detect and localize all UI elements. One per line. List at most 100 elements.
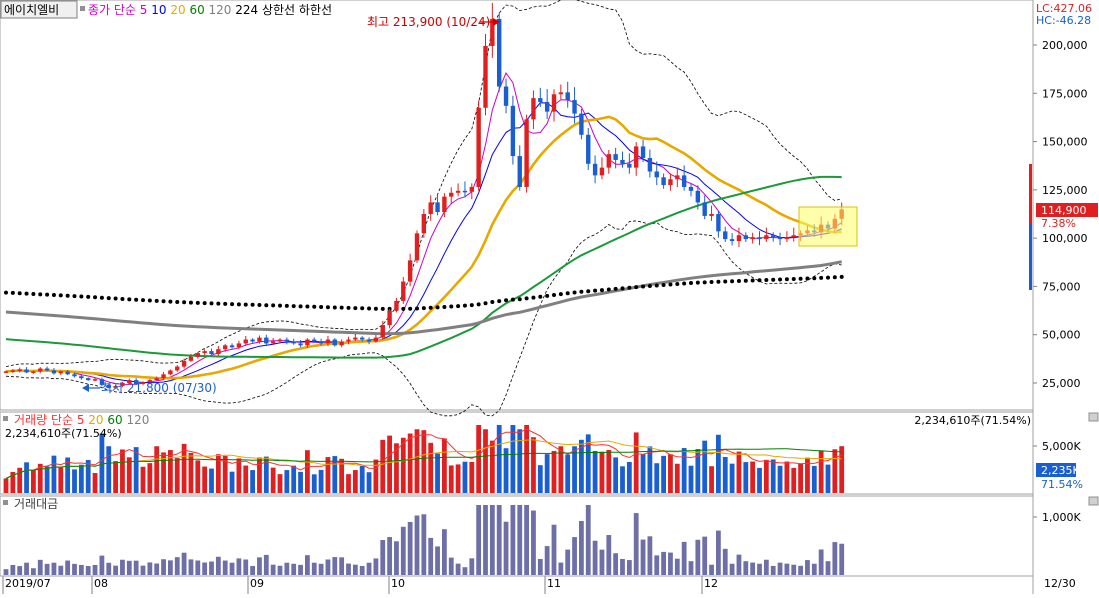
ma224-dot bbox=[435, 305, 440, 310]
ma224-dot bbox=[524, 296, 529, 301]
volume-bar bbox=[633, 432, 639, 493]
candle-body bbox=[764, 235, 769, 240]
amount-bar bbox=[72, 563, 77, 575]
legend-period-10: 10 bbox=[151, 3, 170, 17]
amount-bar bbox=[818, 549, 824, 575]
ma224-dot bbox=[510, 297, 515, 302]
candle-body bbox=[10, 370, 16, 372]
ma224-dot bbox=[545, 293, 550, 298]
volume-bar bbox=[647, 446, 653, 493]
candle-body bbox=[524, 119, 529, 187]
ma224-dot bbox=[586, 289, 591, 294]
volume-bar bbox=[832, 449, 838, 493]
amount-bar bbox=[236, 558, 242, 575]
amount-bar bbox=[763, 559, 769, 575]
volume-bar bbox=[743, 462, 749, 493]
ma224-dot bbox=[38, 292, 43, 297]
volume-bar bbox=[442, 438, 447, 493]
volume-bar bbox=[599, 451, 605, 493]
volume-legend-sub: 단순 bbox=[51, 413, 77, 427]
end-date-label: 12/30 bbox=[1044, 577, 1076, 590]
amount-bar bbox=[572, 537, 577, 575]
ma224-dot bbox=[346, 305, 351, 310]
ma224-dot bbox=[360, 306, 365, 311]
ma224-dot bbox=[86, 294, 91, 299]
volume-bar bbox=[757, 467, 762, 493]
legend-period-60: 60 bbox=[189, 3, 208, 17]
amount-bar bbox=[743, 561, 749, 575]
candle-body bbox=[791, 235, 796, 238]
candle-body bbox=[503, 86, 509, 106]
ma224-dot bbox=[661, 283, 666, 288]
candle-body bbox=[634, 146, 639, 168]
volume-bar bbox=[421, 430, 427, 493]
volume-bar bbox=[592, 450, 598, 493]
amount-bar bbox=[113, 565, 118, 575]
amount-bar bbox=[284, 562, 290, 575]
stock-name[interactable]: 에이치엘비 bbox=[4, 3, 59, 17]
ma224-dot bbox=[51, 293, 56, 298]
ma224-dot bbox=[764, 278, 769, 283]
date-tick: 11 bbox=[547, 577, 561, 590]
price-tick: 25,000 bbox=[1042, 377, 1081, 390]
ma224-dot bbox=[216, 301, 221, 306]
candle-body bbox=[702, 202, 707, 216]
volume-legend: 거래량 단순 5 20 60 120 bbox=[14, 413, 149, 427]
volume-bar bbox=[503, 448, 509, 493]
candle-body bbox=[599, 167, 605, 176]
price-tick: 150,000 bbox=[1042, 136, 1088, 149]
volume-bar bbox=[784, 461, 790, 493]
candle-body bbox=[455, 190, 461, 193]
ma224-dot bbox=[332, 305, 337, 310]
volume-bar bbox=[65, 457, 71, 493]
candle-body bbox=[99, 379, 105, 385]
candle-body bbox=[305, 339, 310, 346]
candle-body bbox=[277, 339, 283, 342]
volume-bar bbox=[448, 465, 454, 493]
date-tick: 08 bbox=[94, 577, 108, 590]
ma224-dot bbox=[449, 304, 454, 309]
amount-bar bbox=[428, 537, 434, 575]
ma224-dot bbox=[223, 301, 228, 306]
amount-bar bbox=[85, 566, 91, 575]
volume-bar bbox=[147, 463, 153, 493]
ma224-dot bbox=[257, 302, 262, 307]
ma224-dot bbox=[552, 293, 556, 298]
ma224-dot bbox=[421, 306, 426, 311]
ma224-dot bbox=[812, 276, 817, 281]
price-axis: 200,000 175,000 150,000 125,000 100,000 75,00… bbox=[1033, 39, 1088, 390]
amount-legend: 거래대금 bbox=[14, 497, 58, 511]
candle-body bbox=[113, 385, 118, 388]
amount-bar bbox=[716, 530, 721, 575]
ma224-dot bbox=[627, 285, 632, 290]
ma224-dot bbox=[736, 278, 741, 283]
ma224-dot bbox=[305, 304, 310, 309]
volume-bars bbox=[3, 425, 845, 493]
ma224-dot bbox=[291, 304, 296, 309]
ma224-dot bbox=[298, 304, 303, 309]
amount-bar bbox=[209, 561, 214, 575]
volume-bar bbox=[531, 437, 536, 493]
amount-bar bbox=[270, 564, 276, 575]
amount-bar bbox=[531, 510, 536, 575]
price-tick: 75,000 bbox=[1042, 280, 1081, 293]
amount-bar bbox=[407, 521, 413, 575]
candle-body bbox=[72, 374, 77, 377]
amount-bar bbox=[3, 569, 9, 575]
amount-bar bbox=[215, 556, 221, 575]
volume-bar bbox=[229, 471, 235, 493]
volume-ma-line bbox=[5, 428, 842, 479]
amount-bar bbox=[24, 562, 29, 575]
current-price-label: 114,900 bbox=[1041, 204, 1087, 217]
volume-bar bbox=[640, 454, 646, 493]
volume-bar bbox=[565, 454, 571, 493]
price-tick: 200,000 bbox=[1042, 39, 1088, 52]
volume-bar bbox=[24, 462, 29, 493]
amount-bar bbox=[380, 540, 386, 575]
volume-bar bbox=[325, 457, 331, 493]
ma224-dot bbox=[209, 301, 214, 306]
amount-bar bbox=[250, 565, 255, 575]
ma224-dot bbox=[483, 301, 488, 306]
amount-bar bbox=[318, 563, 324, 575]
